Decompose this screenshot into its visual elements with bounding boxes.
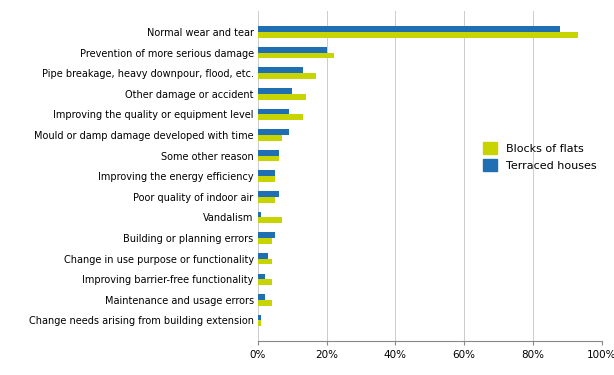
Bar bbox=[258, 232, 275, 238]
Bar bbox=[258, 212, 262, 217]
Bar bbox=[258, 32, 578, 38]
Bar bbox=[258, 273, 265, 279]
Bar bbox=[258, 156, 279, 161]
Bar bbox=[258, 73, 316, 79]
Bar bbox=[258, 53, 333, 58]
Bar bbox=[258, 191, 279, 197]
Bar bbox=[258, 238, 271, 244]
Bar bbox=[258, 294, 265, 300]
Bar bbox=[258, 150, 279, 156]
Bar bbox=[258, 129, 289, 135]
Bar bbox=[258, 114, 303, 120]
Legend: Blocks of flats, Terraced houses: Blocks of flats, Terraced houses bbox=[483, 142, 596, 171]
Bar bbox=[258, 176, 275, 182]
Bar bbox=[258, 171, 275, 176]
Bar bbox=[258, 68, 303, 73]
Bar bbox=[258, 135, 282, 141]
Bar bbox=[258, 109, 289, 114]
Bar bbox=[258, 253, 268, 259]
Bar bbox=[258, 279, 271, 285]
Bar bbox=[258, 259, 271, 264]
Bar bbox=[258, 94, 306, 100]
Bar bbox=[258, 321, 262, 326]
Bar bbox=[258, 88, 292, 94]
Bar bbox=[258, 26, 561, 32]
Bar bbox=[258, 197, 275, 202]
Bar bbox=[258, 315, 262, 321]
Bar bbox=[258, 47, 327, 53]
Bar bbox=[258, 217, 282, 223]
Bar bbox=[258, 300, 271, 306]
